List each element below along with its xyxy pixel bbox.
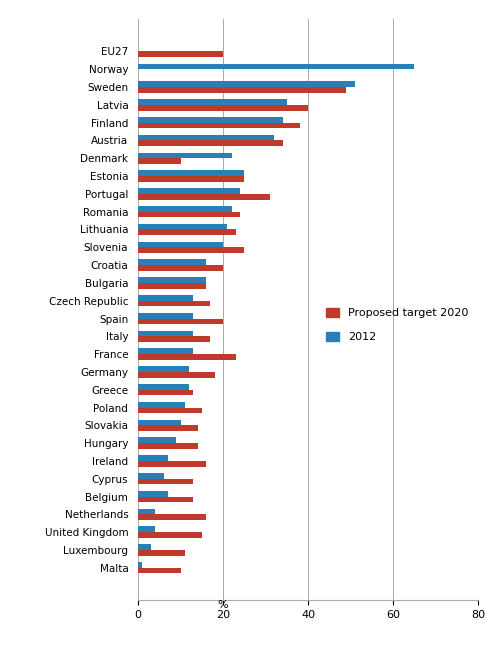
Bar <box>138 331 193 336</box>
Bar <box>138 283 206 288</box>
Bar <box>138 301 211 306</box>
Bar <box>138 354 236 360</box>
Bar <box>138 336 211 342</box>
Bar <box>138 206 232 212</box>
Bar <box>138 420 180 425</box>
Bar <box>138 259 206 265</box>
Bar <box>138 461 206 466</box>
Bar <box>138 443 198 449</box>
Bar <box>138 158 180 164</box>
Bar <box>138 230 236 235</box>
Bar <box>138 87 347 93</box>
Bar <box>138 295 193 301</box>
Bar <box>138 188 240 194</box>
Bar <box>138 568 180 573</box>
Legend: Proposed target 2020, 2012: Proposed target 2020, 2012 <box>321 304 473 346</box>
Bar <box>138 562 142 568</box>
Bar <box>138 242 223 247</box>
Bar <box>138 247 245 253</box>
Bar <box>138 52 223 57</box>
Bar <box>138 526 155 532</box>
Bar <box>138 479 193 484</box>
Bar <box>138 135 274 141</box>
Bar <box>138 277 206 283</box>
Bar <box>138 313 193 319</box>
Bar <box>138 509 155 514</box>
Bar <box>138 372 214 377</box>
Bar <box>138 497 193 502</box>
Bar <box>138 170 245 176</box>
Bar <box>138 402 185 408</box>
Bar <box>138 123 300 128</box>
Bar <box>138 265 223 271</box>
Bar <box>138 81 355 87</box>
Bar <box>138 455 168 461</box>
Bar <box>138 224 227 230</box>
Bar <box>138 141 282 146</box>
Bar <box>138 514 206 520</box>
Bar <box>138 390 193 395</box>
Bar <box>138 384 189 390</box>
Bar <box>138 99 287 105</box>
Bar <box>138 194 270 199</box>
Bar <box>138 544 151 550</box>
Bar <box>138 437 176 443</box>
Bar <box>138 425 198 431</box>
Bar <box>138 153 232 158</box>
Bar <box>138 319 223 324</box>
Bar <box>138 550 185 555</box>
Bar <box>138 176 245 182</box>
Bar <box>138 105 308 110</box>
Bar <box>138 117 282 123</box>
Bar <box>138 532 202 538</box>
Bar <box>138 491 168 497</box>
Bar <box>138 408 202 413</box>
Bar <box>138 473 164 479</box>
Bar <box>138 64 415 69</box>
Bar <box>138 366 189 372</box>
Bar <box>138 348 193 354</box>
Text: %: % <box>218 600 228 610</box>
Bar <box>138 212 240 217</box>
